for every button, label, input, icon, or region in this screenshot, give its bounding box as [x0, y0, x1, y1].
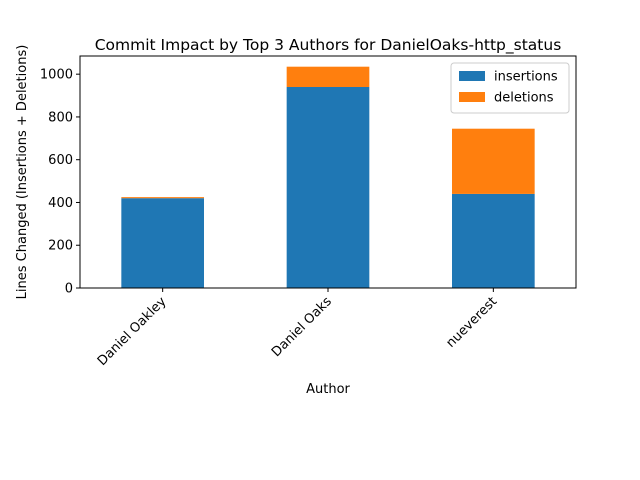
- y-tick-label-2: 400: [48, 196, 73, 211]
- legend-label-deletions: deletions: [494, 91, 554, 106]
- bar-deletions-0: [121, 197, 204, 199]
- y-axis: 0 200 400 600 800 1000: [40, 68, 80, 297]
- y-tick-label-0: 0: [65, 282, 73, 297]
- legend-swatch-insertions: [459, 71, 485, 81]
- x-tick-label-2: nueverest: [444, 294, 501, 351]
- x-tick-label-0: Daniel Oakley: [95, 294, 170, 369]
- y-tick-label-4: 800: [48, 110, 73, 125]
- x-tick-label-1: Daniel Oaks: [269, 294, 335, 360]
- y-tick-label-5: 1000: [40, 68, 73, 83]
- y-axis-title: Lines Changed (Insertions + Deletions): [15, 45, 30, 300]
- bar-insertions-1: [286, 87, 370, 288]
- bar-deletions-2: [452, 128, 535, 194]
- bar-insertions-0: [121, 198, 204, 288]
- bar-insertions-2: [452, 193, 535, 288]
- legend-swatch-deletions: [459, 92, 485, 102]
- x-axis-title: Author: [306, 382, 350, 397]
- chart-title: Commit Impact by Top 3 Authors for Danie…: [95, 36, 562, 55]
- bars-group: [121, 66, 535, 288]
- bar-deletions-1: [286, 66, 370, 88]
- x-axis: Daniel Oakley Daniel Oaks nueverest: [95, 288, 500, 369]
- legend: insertions deletions: [450, 62, 570, 114]
- y-tick-label-1: 200: [48, 239, 73, 254]
- y-tick-label-3: 600: [48, 153, 73, 168]
- legend-label-insertions: insertions: [494, 70, 558, 85]
